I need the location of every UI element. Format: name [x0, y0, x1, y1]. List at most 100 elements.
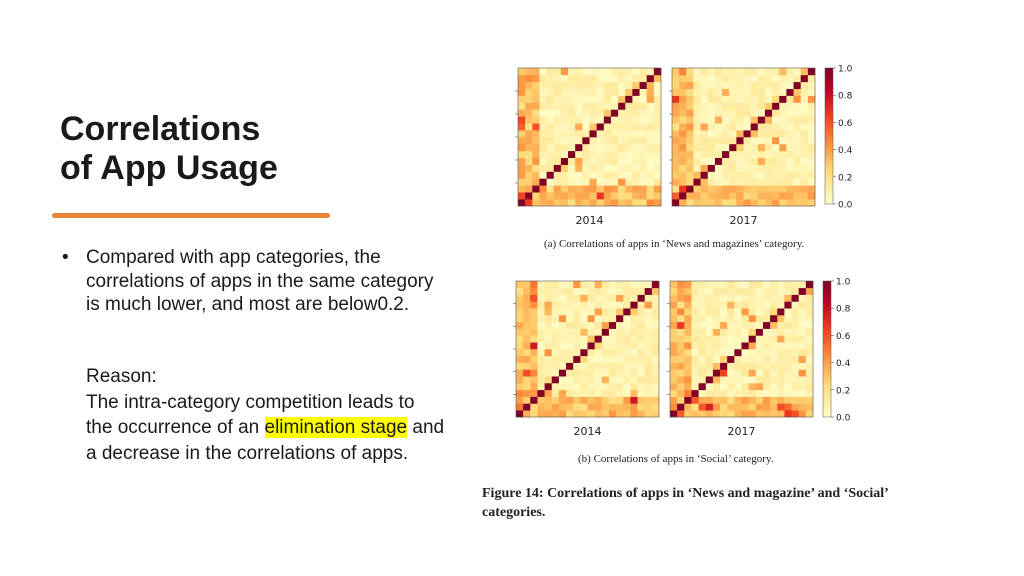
- heatmap-cell: [791, 369, 799, 377]
- heatmap-cell: [722, 192, 730, 200]
- heatmap-cell: [722, 178, 730, 186]
- heatmap-cell: [798, 335, 807, 343]
- heatmap-cell: [532, 68, 540, 76]
- heatmap-cell: [575, 88, 583, 96]
- heatmap-cell: [532, 143, 540, 152]
- heatmap-cell: [743, 157, 751, 165]
- heatmap-cell: [608, 294, 617, 302]
- heatmap-cell: [672, 81, 680, 89]
- heatmap-cell: [764, 95, 773, 103]
- heatmap-cell: [568, 88, 576, 96]
- heatmap-cell: [516, 396, 524, 404]
- heatmap-cell: [637, 287, 645, 295]
- heatmap-cell: [616, 376, 624, 384]
- heatmap-cell: [672, 150, 680, 158]
- heatmap-cell: [573, 328, 581, 336]
- heatmap-cell: [672, 95, 680, 103]
- heatmap-cell: [734, 328, 742, 336]
- heatmap-cell: [566, 362, 574, 370]
- heatmap-cell: [553, 123, 562, 131]
- heatmap-cell: [518, 109, 526, 117]
- heatmap-cell: [786, 88, 794, 96]
- heatmap-cell: [610, 123, 619, 131]
- heatmap-cell: [691, 335, 699, 343]
- heatmap-cell: [707, 88, 716, 96]
- heatmap-cell: [712, 315, 721, 323]
- heatmap-cell: [734, 376, 742, 384]
- heatmap-cell: [686, 192, 694, 200]
- heatmap-cell: [639, 164, 647, 172]
- heatmap-cell: [575, 123, 583, 131]
- heatmap-cell: [637, 301, 645, 309]
- heatmap-cell: [800, 109, 809, 117]
- heatmap-cell: [757, 150, 766, 158]
- heatmap-cell: [653, 178, 662, 186]
- heatmap-cell: [679, 185, 687, 193]
- heatmap-cell: [729, 137, 737, 145]
- heatmap-cell: [573, 389, 581, 397]
- heatmap-cell: [582, 109, 590, 117]
- heatmap-cell: [587, 349, 595, 357]
- heatmap-cell: [608, 396, 617, 404]
- heatmap-cell: [770, 321, 778, 329]
- heatmap-cell: [712, 369, 721, 377]
- heatmap-cell: [698, 335, 707, 343]
- heatmap-cell: [537, 383, 545, 391]
- heatmap-cell: [755, 301, 764, 309]
- heatmap-cell: [601, 383, 610, 391]
- heatmap-cell: [770, 369, 778, 377]
- heatmap-cell: [639, 102, 647, 110]
- heatmap-cell: [646, 178, 655, 186]
- heatmap-cell: [582, 150, 590, 158]
- heatmap-cell: [560, 150, 569, 158]
- heatmap-cell: [793, 130, 801, 138]
- heatmap-panel-a-2014: 2014: [515, 67, 662, 227]
- heatmap-cell: [793, 137, 801, 145]
- heatmap-cell: [568, 123, 576, 131]
- heatmap-cell: [757, 143, 766, 152]
- heatmap-cell: [596, 137, 605, 145]
- heatmap-cell: [653, 95, 662, 103]
- heatmap-cell: [807, 116, 816, 124]
- heatmap-cell: [551, 355, 560, 363]
- heatmap-cell: [596, 192, 605, 200]
- heatmap-cell: [750, 88, 759, 96]
- heatmap-cell: [705, 369, 714, 377]
- heatmap-cell: [518, 171, 526, 179]
- heatmap-cell: [553, 143, 562, 152]
- heatmap-cell: [686, 95, 694, 103]
- heatmap-cell: [672, 185, 680, 193]
- heatmap-cell: [707, 137, 716, 145]
- heatmap-cell: [544, 287, 553, 295]
- heatmap-cell: [560, 68, 569, 76]
- heatmap-cell: [755, 389, 764, 397]
- heatmap-cell: [537, 281, 545, 289]
- heatmap-cell: [632, 137, 640, 145]
- heatmap-cell: [610, 185, 619, 193]
- heatmap-cell: [800, 192, 809, 200]
- heatmap-cell: [693, 157, 701, 165]
- heatmap-cell: [603, 185, 612, 193]
- heatmap-cell: [644, 294, 653, 302]
- heatmap-cell: [596, 81, 605, 89]
- heatmap-cell: [568, 68, 576, 76]
- heatmap-cell: [653, 157, 662, 165]
- heatmap-cell: [639, 199, 647, 207]
- heatmap-cell: [651, 335, 660, 343]
- heatmap-cell: [560, 109, 569, 117]
- heatmap-cell: [720, 389, 728, 397]
- heatmap-cell: [601, 342, 610, 350]
- heatmap-cell: [630, 335, 638, 343]
- heatmap-cell: [651, 308, 660, 316]
- heatmap-cell: [518, 164, 526, 172]
- heatmap-cell: [679, 109, 687, 117]
- heatmap-cell: [630, 294, 638, 302]
- heatmap-cell: [601, 369, 610, 377]
- heatmap-cell: [784, 403, 792, 411]
- heatmap-cell: [712, 383, 721, 391]
- heatmap-cell: [772, 81, 780, 89]
- heatmap-cell: [603, 95, 612, 103]
- heatmap-cell: [573, 369, 581, 377]
- heatmap-cell: [793, 68, 801, 76]
- heatmap-cell: [720, 328, 728, 336]
